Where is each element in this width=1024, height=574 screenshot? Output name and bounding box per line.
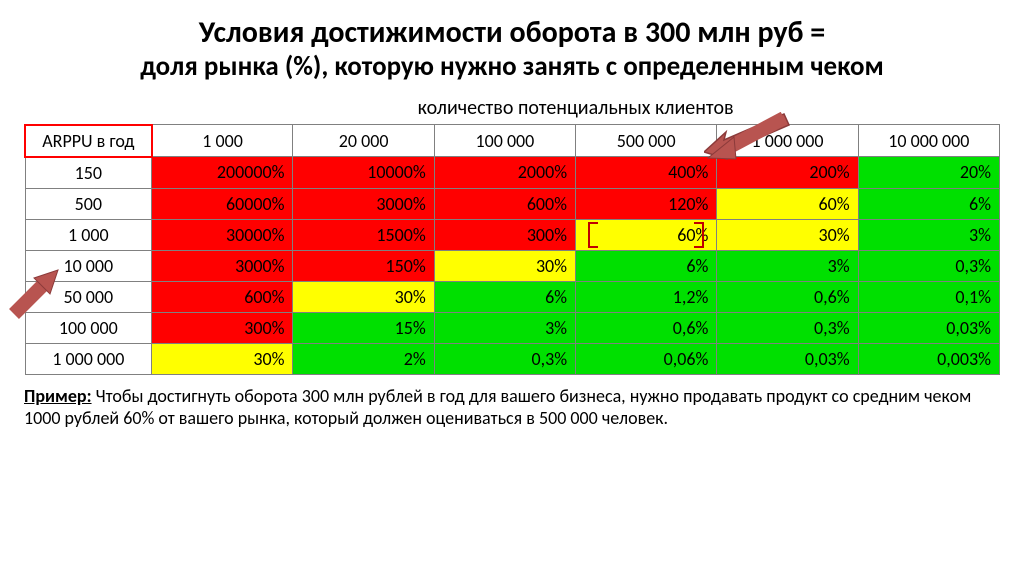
data-cell: 0,3%: [858, 250, 999, 281]
data-cell: 300%: [434, 219, 575, 250]
data-cell: 3%: [717, 250, 858, 281]
data-cell: 30%: [293, 281, 434, 312]
data-cell: 300%: [152, 312, 293, 343]
data-cell: 60%: [576, 219, 717, 250]
data-cell: 2%: [293, 343, 434, 374]
row-label: 1 000: [25, 219, 152, 250]
data-cell: 30%: [717, 219, 858, 250]
table-body: 150200000%10000%2000%400%200%20%50060000…: [25, 157, 1000, 375]
table-row: 150200000%10000%2000%400%200%20%: [25, 157, 1000, 189]
col-1: 20 000: [293, 125, 434, 157]
data-cell: 3000%: [293, 188, 434, 219]
table-row: 50060000%3000%600%120%60%6%: [25, 188, 1000, 219]
data-cell: 1,2%: [576, 281, 717, 312]
data-cell: 60%: [717, 188, 858, 219]
data-cell: 30%: [152, 343, 293, 374]
row-label: 500: [25, 188, 152, 219]
data-cell: 30000%: [152, 219, 293, 250]
footnote-body: Чтобы достигнуть оборота 300 млн рублей …: [24, 385, 971, 430]
data-cell: 0,03%: [717, 343, 858, 374]
data-cell: 600%: [152, 281, 293, 312]
data-cell: 6%: [858, 188, 999, 219]
table-row: 1 00030000%1500%300%60%30%3%: [25, 219, 1000, 250]
table-row: 1 000 00030%2%0,3%0,06%0,03%0,003%: [25, 343, 1000, 374]
col-3: 500 000: [576, 125, 717, 157]
table-row: 50 000600%30%6%1,2%0,6%0,1%: [25, 281, 1000, 312]
data-cell: 600%: [434, 188, 575, 219]
page-title-line1: Условия достижимости оборота в 300 млн р…: [24, 16, 1000, 49]
data-cell: 0,6%: [576, 312, 717, 343]
data-cell: 2000%: [434, 157, 575, 189]
data-cell: 3%: [434, 312, 575, 343]
data-cell: 0,3%: [434, 343, 575, 374]
col-0: 1 000: [152, 125, 293, 157]
corner-label: ARPPU в год: [25, 125, 152, 157]
data-cell: 20%: [858, 157, 999, 189]
superheader: количество потенциальных клиентов: [152, 92, 1000, 125]
data-cell: 15%: [293, 312, 434, 343]
data-cell: 120%: [576, 188, 717, 219]
data-cell: 0,03%: [858, 312, 999, 343]
footnote-lead: Пример:: [24, 385, 92, 407]
data-cell: 6%: [576, 250, 717, 281]
data-cell: 0,06%: [576, 343, 717, 374]
example-footnote: Пример: Чтобы достигнуть оборота 300 млн…: [24, 385, 1000, 430]
data-cell: 0,003%: [858, 343, 999, 374]
data-cell: 0,3%: [717, 312, 858, 343]
data-cell: 150%: [293, 250, 434, 281]
market-share-table: количество потенциальных клиентов ARPPU …: [24, 92, 1000, 375]
data-cell: 3%: [858, 219, 999, 250]
data-cell: 3000%: [152, 250, 293, 281]
row-label: 1 000 000: [25, 343, 152, 374]
data-cell: 1500%: [293, 219, 434, 250]
blank-corner: [25, 92, 152, 125]
data-cell: 6%: [434, 281, 575, 312]
col-5: 10 000 000: [858, 125, 999, 157]
data-cell: 60000%: [152, 188, 293, 219]
data-cell: 0,1%: [858, 281, 999, 312]
row-label: 150: [25, 157, 152, 189]
column-header-row: ARPPU в год 1 000 20 000 100 000 500 000…: [25, 125, 1000, 157]
data-cell: 400%: [576, 157, 717, 189]
table-container: количество потенциальных клиентов ARPPU …: [24, 92, 1000, 375]
data-cell: 0,6%: [717, 281, 858, 312]
col-2: 100 000: [434, 125, 575, 157]
table-row: 100 000300%15%3%0,6%0,3%0,03%: [25, 312, 1000, 343]
table-row: 10 0003000%150%30%6%3%0,3%: [25, 250, 1000, 281]
page-title-line2: доля рынка (%), которую нужно занять с о…: [24, 51, 1000, 82]
data-cell: 30%: [434, 250, 575, 281]
data-cell: 200000%: [152, 157, 293, 189]
data-cell: 10000%: [293, 157, 434, 189]
